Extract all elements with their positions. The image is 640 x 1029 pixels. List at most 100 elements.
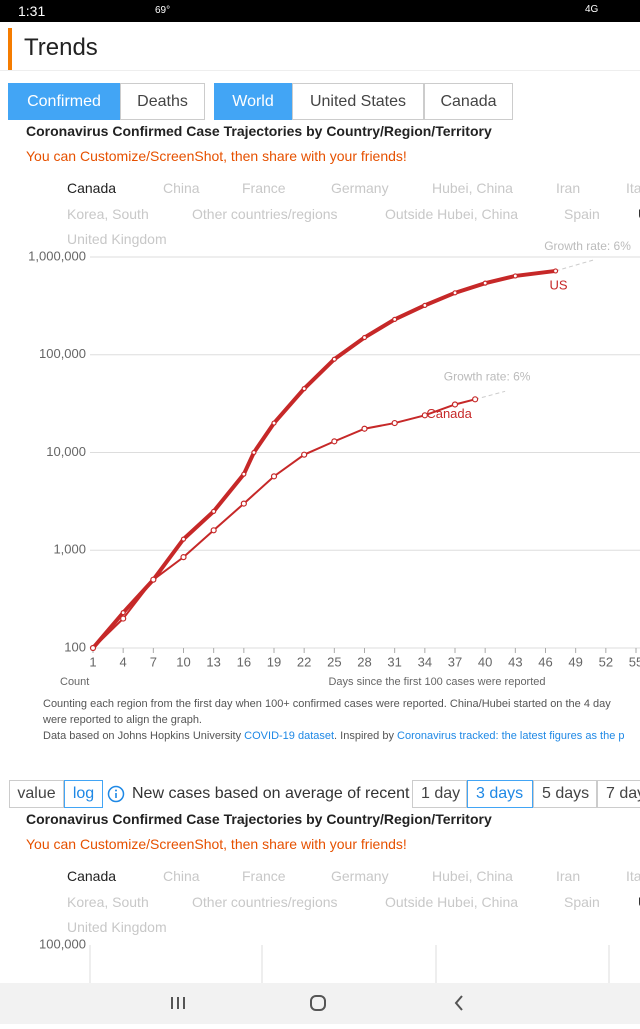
x-tick-label: 37 [448, 654, 462, 669]
y-tick-label: 100,000 [39, 346, 86, 361]
legend-label[interactable]: Iran [556, 868, 581, 884]
point [421, 412, 428, 419]
legend-label[interactable]: Other countries/regions [192, 893, 338, 910]
legend-label[interactable]: Germany [331, 180, 389, 196]
nav-bar [0, 983, 640, 1024]
link[interactable]: Coronavirus tracked: the latest figures … [397, 730, 625, 742]
divider [0, 70, 640, 71]
x-tick-label: 49 [568, 654, 582, 669]
point [422, 302, 428, 308]
toggle[interactable]: 1 day [412, 780, 467, 808]
x-tick-label: 7 [150, 654, 157, 669]
page-title: Trends [24, 34, 98, 61]
series-label: US [550, 277, 568, 292]
tab[interactable]: World [214, 83, 292, 120]
point [211, 508, 217, 514]
legend-label[interactable]: Korea, South [67, 205, 149, 222]
legend-label[interactable]: Italy [626, 868, 640, 884]
series-line [91, 268, 556, 650]
point [452, 290, 458, 296]
note: Counting each region from the first day … [43, 698, 611, 710]
point [512, 273, 518, 279]
point [392, 316, 398, 322]
legend-label[interactable]: Iran [556, 180, 581, 196]
point [331, 356, 337, 362]
chart: 100,000 [39, 936, 610, 983]
annotation: Growth rate: 6% [544, 240, 631, 253]
point [120, 615, 127, 622]
notes: Counting each region from the first day … [43, 696, 624, 744]
legend-label[interactable]: France [242, 868, 286, 884]
toggle[interactable]: 3 days [467, 780, 533, 808]
tab[interactable]: United States [292, 83, 424, 120]
toggle[interactable]: log [64, 780, 103, 808]
point [482, 280, 488, 286]
x-tick-label: 55 [629, 654, 640, 669]
legend-label[interactable]: Germany [331, 868, 389, 884]
status-bar: 1:31 69° 4G [0, 0, 640, 22]
tab[interactable]: Deaths [120, 83, 205, 120]
x-tick-label: 1 [89, 654, 96, 669]
tab[interactable]: Confirmed [8, 83, 120, 120]
legend-label[interactable]: China [163, 180, 200, 196]
point [180, 554, 187, 561]
point [120, 610, 126, 616]
temp: 69° [155, 5, 171, 16]
x-axis-label: Days since the first 100 cases were repo… [328, 676, 545, 688]
x-tick-label: 52 [599, 654, 613, 669]
point [391, 419, 398, 427]
legend-label[interactable]: United Kingdom [67, 231, 167, 247]
y-tick-label: 10,000 [46, 444, 86, 459]
toggle[interactable]: 5 days [533, 780, 597, 808]
x-tick-label: 13 [206, 654, 220, 669]
point [241, 471, 247, 477]
x-tick-label: 22 [297, 654, 311, 669]
x-tick-label: 19 [267, 654, 281, 669]
point [89, 644, 97, 652]
x-tick-label: 16 [237, 654, 251, 669]
chart: 100 1,000 10,000 100,000 1,000,000 1 4 7 10 13 16 1… [28, 240, 640, 688]
note: . Inspired by [334, 730, 398, 742]
legend-label[interactable]: United Kingdom [67, 919, 167, 935]
point [251, 449, 257, 456]
accent [8, 28, 12, 70]
legend-label[interactable]: Spain [564, 893, 600, 910]
link[interactable]: COVID-19 dataset [244, 730, 335, 742]
point [361, 334, 368, 341]
legend-label[interactable]: Spain [564, 205, 600, 222]
info-icon[interactable] [106, 784, 126, 804]
toggle[interactable]: value [9, 780, 64, 808]
chart-title: Coronavirus Confirmed Case Trajectories … [26, 123, 492, 139]
point [331, 438, 338, 445]
legend-label[interactable]: Outside Hubei, China [385, 893, 519, 910]
legend-label[interactable]: Other countries/regions [192, 205, 338, 222]
y-tick-label: 1,000,000 [28, 248, 86, 263]
legend-label[interactable]: Hubei, China [432, 868, 513, 884]
legend-label[interactable]: Korea, South [67, 893, 149, 910]
legend-label[interactable]: China [163, 868, 200, 884]
annotation: Growth rate: 6% [444, 369, 531, 383]
chart-subtitle: You can Customize/ScreenShot, then share… [26, 836, 407, 852]
point [150, 576, 157, 583]
tab[interactable]: Canada [424, 83, 513, 120]
legend-label[interactable]: Hubei, China [432, 180, 513, 196]
nav-icons[interactable] [0, 983, 640, 1024]
point [240, 500, 247, 507]
point [552, 268, 559, 274]
series-line [92, 398, 476, 649]
network: 4G [585, 4, 599, 15]
legend-label[interactable]: Canada [67, 868, 117, 884]
y-tick-label: 100,000 [39, 936, 86, 951]
note: were reported to align the graph. [43, 714, 202, 726]
legend-label[interactable]: Canada [67, 180, 117, 196]
legend-label[interactable]: France [242, 180, 286, 196]
legend-label[interactable]: US [638, 206, 640, 222]
point [361, 425, 368, 432]
x-tick-label: 34 [418, 654, 432, 669]
note: Data based on Johns Hopkins University [43, 730, 245, 742]
toggle[interactable]: 7 days [597, 780, 640, 808]
legend-label[interactable]: US [638, 894, 640, 910]
legend-label[interactable]: Outside Hubei, China [385, 205, 519, 222]
point [451, 401, 459, 408]
legend-label[interactable]: Italy [626, 180, 640, 196]
